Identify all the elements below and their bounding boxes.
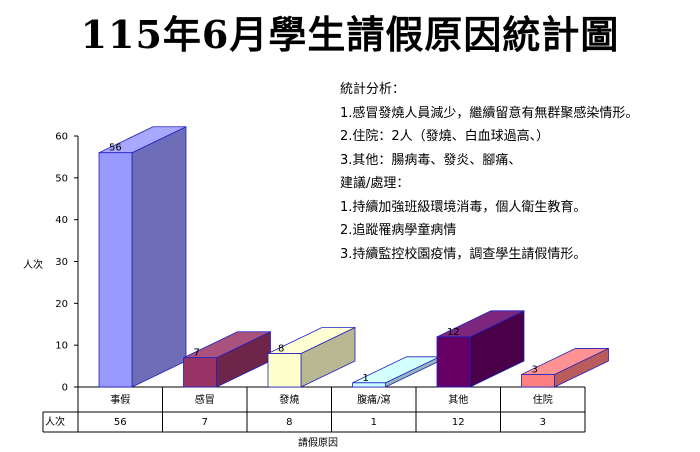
analysis-line: 3.持續監控校園疫情，調查學生請假情形。 [340, 246, 587, 262]
table-value: 1 [371, 417, 377, 428]
chart-title: 115年6月學生請假原因統計圖 [80, 12, 620, 57]
table-value: 3 [540, 417, 546, 428]
category-label: 感冒 [195, 393, 215, 406]
bar [521, 374, 555, 388]
bar [98, 152, 133, 388]
table-value: 8 [286, 417, 292, 428]
bar [267, 353, 302, 388]
analysis-text-block: 統計分析： 1.感冒發燒人員減少，繼續留意有無群聚感染情形。 2.住院：2人（發… [340, 78, 695, 266]
y-tick-label: 30 [55, 257, 68, 268]
analysis-line: 3.其他：腸病毒、發炎、腳痛、 [340, 152, 522, 168]
analysis-line: 統計分析： [340, 82, 406, 97]
table-value: 56 [114, 417, 127, 428]
y-tick-label: 50 [55, 173, 68, 184]
bar-side [131, 126, 187, 388]
analysis-line: 建議/處理： [340, 176, 410, 191]
y-tick-label: 60 [55, 132, 68, 143]
bar-data-label: 7 [194, 348, 200, 359]
category-label: 住院 [533, 393, 553, 406]
y-tick-label: 20 [55, 299, 68, 310]
analysis-line: 2.住院：2人（發燒、白血球過高、） [340, 129, 550, 144]
category-label: 其他 [448, 393, 468, 406]
bar [436, 336, 471, 388]
bar-data-label: 56 [109, 143, 122, 154]
category-label: 事假 [110, 393, 130, 406]
category-label: 發燒 [279, 393, 299, 406]
x-axis-title: 請假原因 [298, 436, 338, 449]
y-tick-label: 10 [55, 341, 68, 352]
table-row-label: 人次 [45, 415, 65, 428]
chart-bars: 56 7 8 1 12 3 [98, 126, 609, 388]
table-value: 12 [452, 417, 465, 428]
bar [183, 357, 217, 388]
y-tick-label: 40 [55, 215, 68, 226]
analysis-line: 1.感冒發燒人員減少，繼續留意有無群聚感染情形。 [340, 105, 639, 121]
bar-data-label: 12 [447, 327, 460, 338]
bar-data-label: 1 [363, 373, 369, 384]
y-axis-title: 人次 [23, 258, 43, 271]
analysis-line: 1.持續加強班級環境消毒，個人衛生教育。 [340, 199, 587, 215]
bar-data-label: 3 [532, 364, 538, 375]
y-tick-label: 0 [62, 383, 68, 394]
table-value: 7 [202, 417, 208, 428]
category-label: 腹痛/瀉 [357, 393, 390, 406]
bar [352, 382, 386, 388]
data-table: 人次 事假 56 感冒 7 發燒 8 腹痛/瀉 1 其他 12 住院 3 請假原因 [42, 387, 586, 449]
bar-data-label: 8 [278, 344, 284, 355]
analysis-line: 2.追蹤罹病學童病情 [340, 223, 457, 238]
